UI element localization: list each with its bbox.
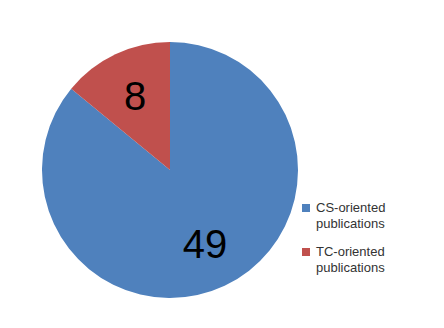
svg-text:49: 49: [183, 222, 228, 266]
html-text:TC-oriented publications: TC-oriented publications: [316, 244, 385, 275]
html-text:CS-oriented publications: CS-oriented publications: [316, 200, 386, 231]
svg-text:8: 8: [124, 74, 146, 118]
